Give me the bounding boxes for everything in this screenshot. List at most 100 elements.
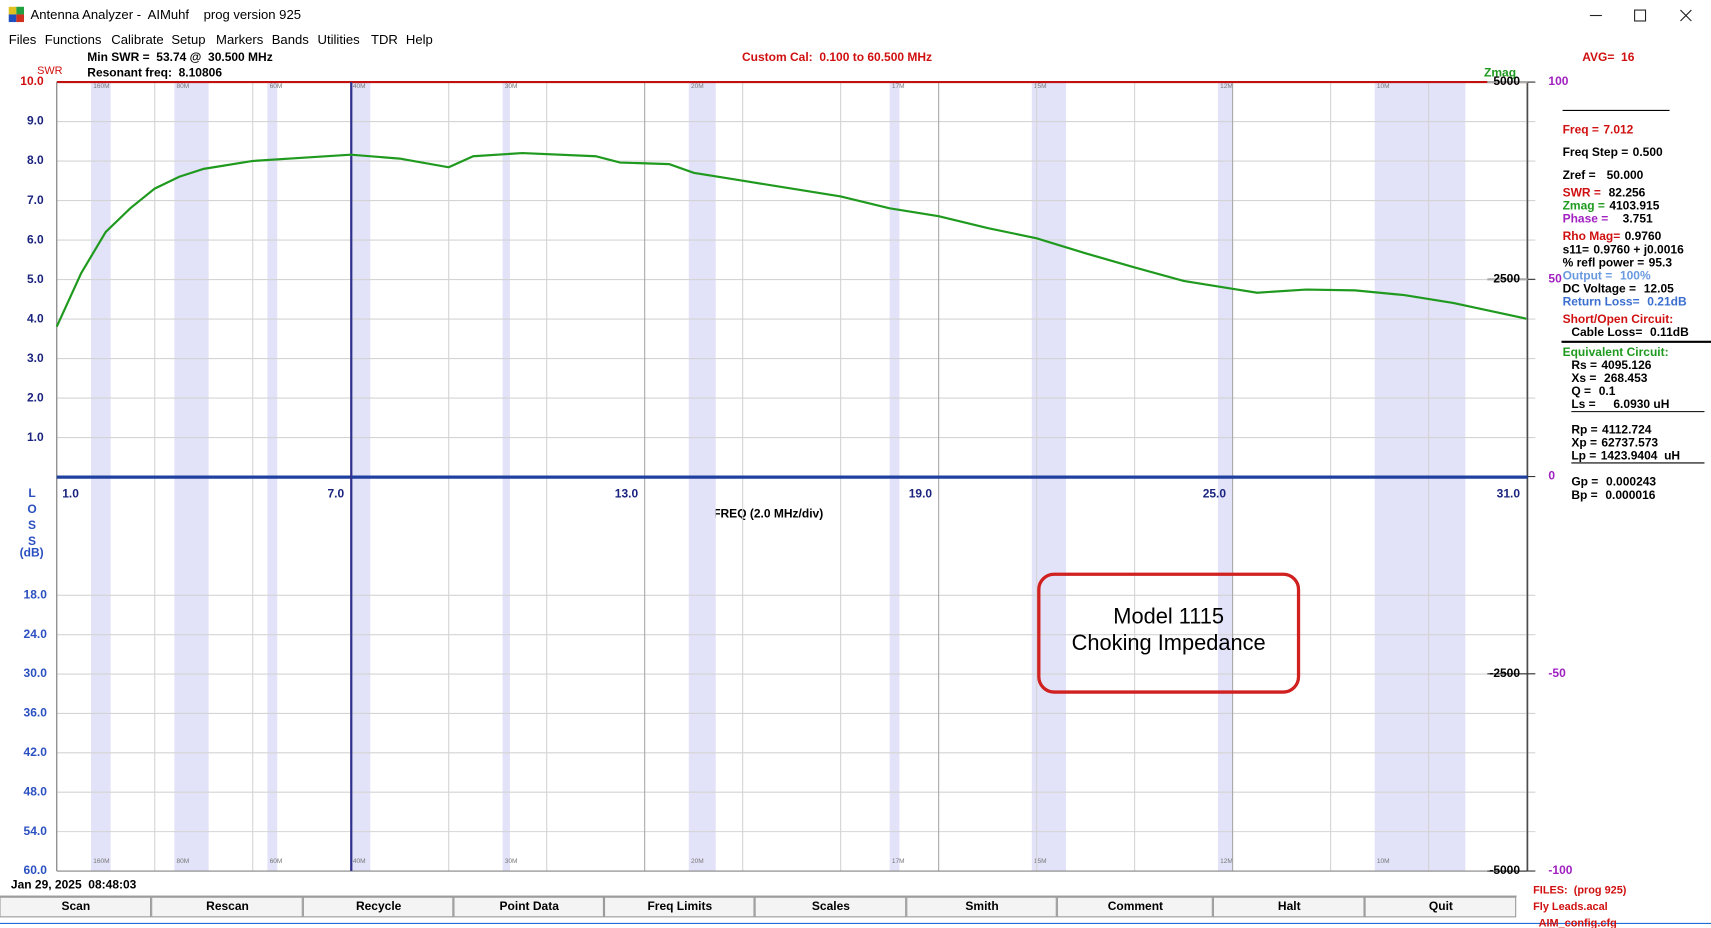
band-label: 10M (1377, 83, 1390, 90)
menu-item[interactable]: Calibrate (111, 32, 163, 47)
readout-label: Rho Mag= (1563, 229, 1621, 243)
y-tick-label: 9.0 (27, 114, 44, 128)
button[interactable] (453, 896, 604, 918)
readout-value: 62737.573 (1601, 435, 1658, 449)
y-tick-label: 6.0 (27, 232, 44, 246)
band-label: 20M (691, 83, 704, 90)
app-icon (8, 6, 25, 23)
button-label[interactable]: Freq Limits (647, 899, 712, 913)
readout-label: % refl power = (1563, 255, 1645, 269)
readout-label: Lp = (1571, 449, 1596, 463)
readout-label: Zmag = (1563, 199, 1605, 213)
menu-item[interactable]: Markers (216, 32, 264, 47)
readout-value: 0.000243 (1603, 475, 1657, 489)
custom-cal: Custom Cal: 0.100 to 60.500 MHz (742, 50, 932, 64)
readout-label: Equivalent Circuit: (1563, 345, 1669, 359)
timestamp: Jan 29, 2025 08:48:03 (11, 877, 137, 891)
menu-item[interactable]: Utilities (318, 32, 361, 47)
band-label: 12M (1220, 858, 1233, 865)
menu-item[interactable]: Setup (171, 32, 205, 47)
readout-value: 0.1 (1595, 384, 1615, 398)
y2-tick-label: -5000 (1489, 863, 1520, 877)
button-label[interactable]: Recycle (356, 899, 402, 913)
readout-label: Xp = (1571, 435, 1597, 449)
button[interactable] (754, 896, 907, 918)
button-label[interactable]: Point Data (500, 899, 560, 913)
maximize-button[interactable] (1634, 9, 1647, 22)
min-swr: Min SWR = 53.74 @ 30.500 MHz (87, 50, 272, 64)
readout-label: Cable Loss= (1571, 325, 1642, 339)
readout-value: 6.0930 uH (1600, 397, 1669, 411)
loss-tick-label: 48.0 (24, 784, 48, 798)
button[interactable] (1212, 896, 1365, 918)
y-tick-label: 7.0 (27, 193, 44, 207)
close-button[interactable] (1680, 9, 1692, 22)
loss-tick-label: 18.0 (24, 587, 48, 601)
x-tick-label: 13.0 (615, 487, 639, 501)
x-tick-label: 1.0 (62, 487, 79, 501)
readout-value: 95.3 (1649, 255, 1673, 269)
readout-value: 1423.9404 uH (1601, 449, 1680, 463)
y-tick-label: 5.0 (27, 272, 44, 286)
y-axis-title: SWR (37, 65, 63, 77)
file-entry: Fly Leads.acal (1533, 901, 1608, 913)
readout-value: 4095.126 (1601, 358, 1651, 372)
button[interactable] (151, 896, 303, 918)
readout-value: 4112.724 (1602, 422, 1652, 436)
menu-item[interactable]: Files (9, 32, 37, 47)
readout-value: 82.256 (1605, 186, 1645, 200)
button-label[interactable]: Scales (812, 899, 850, 913)
button-label[interactable]: Quit (1429, 899, 1453, 913)
y-tick-label: 4.0 (27, 311, 44, 325)
button-label[interactable]: Scan (61, 899, 90, 913)
readout-label: Bp = (1571, 488, 1597, 502)
x-tick-label: 31.0 (1497, 487, 1521, 501)
menu-item[interactable]: Bands (272, 32, 310, 47)
readout-label: Short/Open Circuit: (1563, 312, 1674, 326)
y-tick-label: 3.0 (27, 351, 44, 365)
button[interactable] (1056, 896, 1213, 918)
menu-item[interactable]: Functions (45, 32, 102, 47)
band-label: 160M (93, 858, 109, 865)
button[interactable] (302, 896, 454, 918)
readout-label: Ls = (1571, 397, 1595, 411)
readout-label: SWR = (1563, 186, 1601, 200)
readout-value: 7.012 (1603, 122, 1633, 136)
readout-value: 50.000 (1600, 168, 1644, 182)
menu-item[interactable]: Help (406, 32, 433, 47)
band-label: 10M (1377, 858, 1390, 865)
band-label: 160M (93, 83, 109, 90)
button[interactable] (603, 896, 755, 918)
x-tick-label: 7.0 (327, 487, 344, 501)
readout-label: Phase = (1563, 212, 1609, 226)
y2-tick-label: -2500 (1489, 666, 1520, 680)
file-entry: FILES: (prog 925) (1533, 885, 1627, 897)
band-label: 17M (892, 858, 905, 865)
button-label[interactable]: Comment (1108, 899, 1163, 913)
band-label: 15M (1034, 83, 1047, 90)
band-label: 60M (270, 858, 283, 865)
button[interactable] (906, 896, 1057, 918)
button-label[interactable]: Smith (965, 899, 998, 913)
button[interactable] (1364, 896, 1517, 918)
band-label: 30M (505, 83, 518, 90)
readout-label: Q = (1571, 384, 1591, 398)
loss-tick-label: 54.0 (24, 824, 48, 838)
loss-tick-label: 42.0 (24, 745, 48, 759)
readout-label: Rs = (1571, 358, 1597, 372)
button[interactable] (0, 896, 152, 918)
y-tick-label: 8.0 (27, 153, 44, 167)
band-label: 15M (1034, 858, 1047, 865)
readout-value: 0.9760 (1625, 229, 1662, 243)
file-entry: AIM_config.cfg (1539, 917, 1617, 928)
button-label[interactable]: Rescan (206, 899, 249, 913)
resonant-freq: Resonant freq: 8.10806 (87, 66, 222, 80)
phase-tick-label: 0 (1548, 469, 1555, 483)
menu-item[interactable]: TDR (371, 32, 398, 47)
button-label[interactable]: Halt (1278, 899, 1301, 913)
readout-value: 0.000016 (1602, 488, 1656, 502)
band-label: 80M (177, 858, 190, 865)
band-label: 30M (505, 858, 518, 865)
